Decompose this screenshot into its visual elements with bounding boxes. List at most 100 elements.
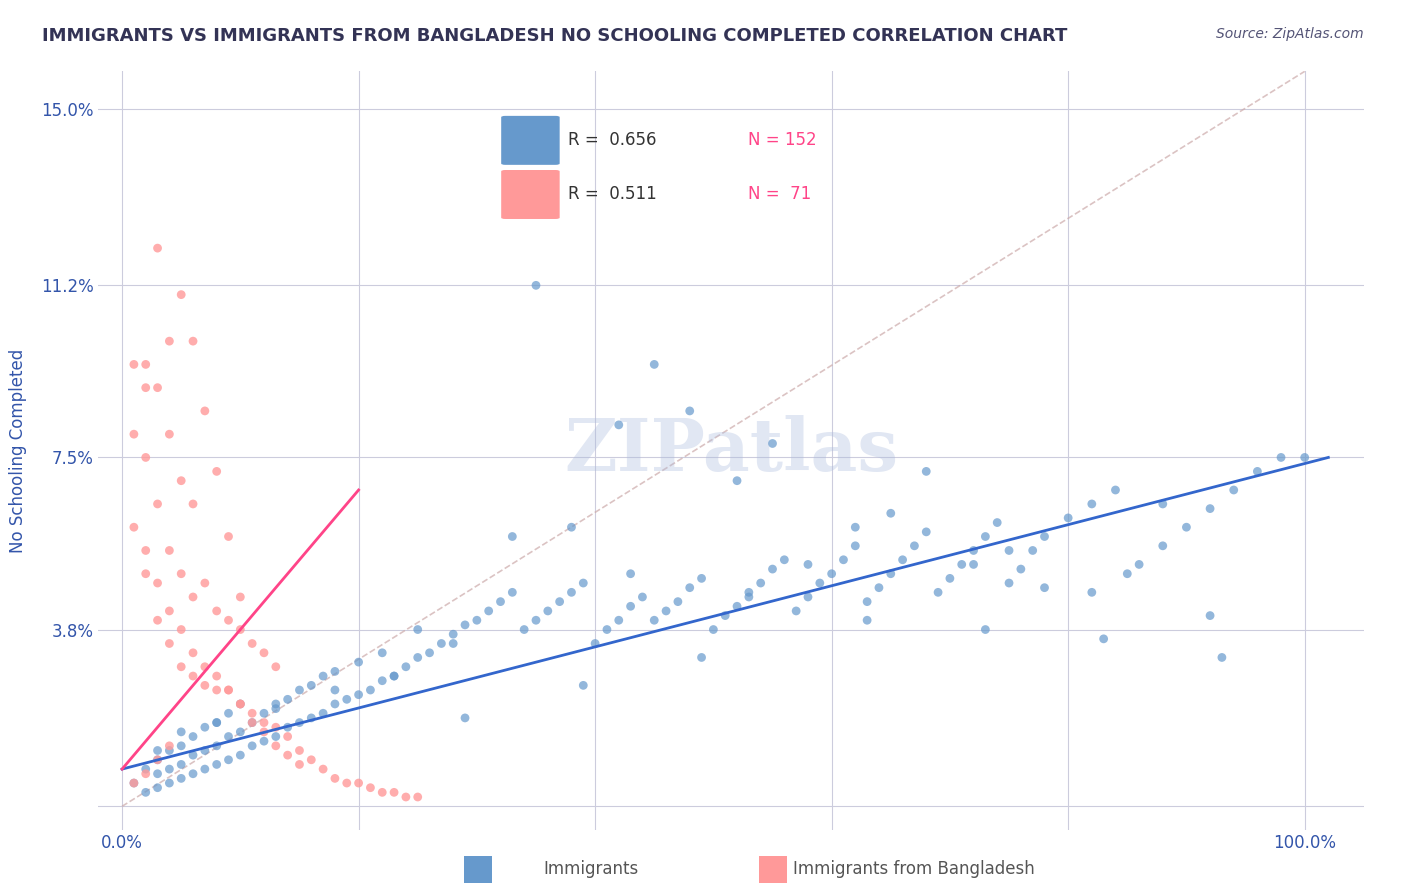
Point: [240, 715, 263, 730]
Point: [524, 278, 547, 293]
Point: [336, 692, 359, 706]
Point: [288, 683, 311, 698]
Point: [146, 241, 169, 255]
Point: [181, 334, 204, 348]
Point: [146, 576, 169, 591]
Point: [205, 669, 228, 683]
Point: [1081, 585, 1104, 599]
Point: [146, 753, 169, 767]
Point: [218, 730, 240, 744]
FancyBboxPatch shape: [751, 848, 796, 891]
Point: [194, 720, 217, 734]
Point: [146, 613, 169, 627]
Point: [218, 683, 240, 698]
Point: [146, 497, 169, 511]
Point: [441, 627, 464, 641]
Point: [264, 697, 287, 711]
Point: [157, 743, 180, 757]
Point: [1270, 450, 1292, 465]
Point: [465, 613, 488, 627]
Point: [122, 358, 145, 372]
Point: [122, 427, 145, 442]
Point: [205, 757, 228, 772]
Point: [181, 646, 204, 660]
Point: [157, 427, 180, 442]
Point: [181, 590, 204, 604]
Point: [419, 646, 441, 660]
Point: [1222, 483, 1244, 497]
Point: [974, 623, 997, 637]
Point: [1246, 464, 1268, 478]
Point: [974, 529, 997, 543]
Point: [194, 404, 217, 418]
Point: [181, 669, 204, 683]
Point: [253, 734, 276, 748]
Point: [218, 529, 240, 543]
Point: [288, 715, 311, 730]
Point: [181, 766, 204, 780]
Point: [253, 724, 276, 739]
Point: [714, 608, 737, 623]
Point: [548, 594, 571, 608]
Point: [229, 590, 252, 604]
Point: [122, 776, 145, 790]
Point: [749, 576, 772, 591]
Point: [844, 539, 866, 553]
Point: [312, 762, 335, 776]
Point: [170, 623, 193, 637]
Point: [1081, 497, 1104, 511]
Point: [998, 576, 1021, 591]
Point: [264, 739, 287, 753]
Point: [643, 358, 665, 372]
Point: [572, 678, 595, 692]
Point: [596, 623, 619, 637]
Point: [146, 753, 169, 767]
Point: [702, 623, 724, 637]
Point: [264, 659, 287, 673]
Point: [299, 711, 322, 725]
Point: [797, 590, 820, 604]
Point: [1152, 497, 1174, 511]
Point: [371, 646, 394, 660]
Point: [323, 683, 346, 698]
Point: [537, 604, 560, 618]
Point: [170, 724, 193, 739]
Point: [1152, 539, 1174, 553]
Point: [299, 678, 322, 692]
Point: [288, 757, 311, 772]
Point: [170, 566, 193, 581]
Point: [181, 730, 204, 744]
Point: [856, 613, 879, 627]
Point: [382, 669, 405, 683]
Y-axis label: No Schooling Completed: No Schooling Completed: [8, 349, 27, 552]
Point: [135, 381, 157, 395]
Point: [666, 594, 689, 608]
Point: [797, 558, 820, 572]
Point: [135, 766, 157, 780]
Point: [454, 711, 477, 725]
FancyBboxPatch shape: [456, 848, 501, 891]
Point: [371, 673, 394, 688]
Point: [218, 683, 240, 698]
Point: [679, 404, 702, 418]
Text: Immigrants from Bangladesh: Immigrants from Bangladesh: [793, 860, 1035, 878]
Point: [205, 464, 228, 478]
Point: [738, 590, 761, 604]
Point: [312, 669, 335, 683]
Point: [264, 730, 287, 744]
Point: [122, 520, 145, 534]
Point: [690, 571, 713, 585]
Point: [229, 697, 252, 711]
Point: [1104, 483, 1126, 497]
Point: [170, 287, 193, 301]
Point: [205, 715, 228, 730]
Point: [194, 762, 217, 776]
Point: [135, 543, 157, 558]
Point: [382, 785, 405, 799]
Point: [382, 669, 405, 683]
Point: [1211, 650, 1233, 665]
Point: [277, 748, 299, 763]
Point: [501, 529, 523, 543]
Point: [253, 706, 276, 721]
Point: [264, 720, 287, 734]
